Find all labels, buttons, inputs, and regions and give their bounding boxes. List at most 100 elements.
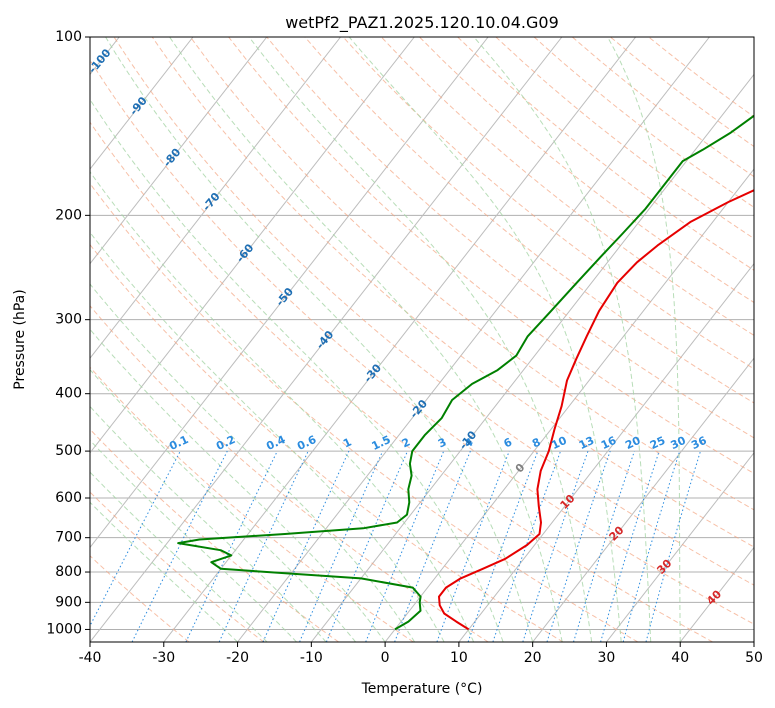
y-tick-label: 500	[55, 443, 82, 459]
dry-adiabat-line	[228, 37, 754, 474]
dry-adiabat-line	[648, 37, 754, 118]
x-axis-label: Temperature (°C)	[361, 681, 483, 697]
mixing-ratio-line	[573, 450, 635, 642]
dry-adiabat-line	[90, 305, 489, 642]
moist-adiabat-line	[248, 37, 593, 642]
y-tick-label: 900	[55, 594, 82, 610]
moist-adiabat-line	[90, 439, 297, 642]
mixing-ratio-line	[436, 450, 510, 642]
dry-adiabat-line	[90, 121, 713, 642]
isotherm-line	[606, 452, 754, 642]
mixing-ratio-line	[325, 450, 408, 642]
isotherm-line	[384, 168, 754, 642]
isotherm-label: -60	[234, 241, 257, 265]
moist-adiabat-line	[90, 98, 504, 642]
x-tick-label: -40	[79, 650, 102, 666]
mixing-ratio-label: 0.2	[214, 433, 237, 453]
y-tick-label: 400	[55, 386, 82, 402]
mixing-ratio-label: 20	[623, 434, 643, 452]
dry-adiabat-line	[90, 182, 639, 642]
x-tick-label: 50	[745, 650, 763, 666]
dry-adiabat-line	[90, 555, 190, 642]
mixing-ratio-line	[645, 450, 701, 642]
mixing-ratio-label: 2	[400, 435, 412, 450]
mixing-ratio-line	[622, 450, 681, 642]
moist-adiabat-line	[90, 283, 416, 642]
isotherm-label: -50	[273, 285, 296, 309]
moist-adiabat-line	[90, 170, 475, 642]
mixing-ratio-line	[492, 450, 562, 642]
dry-adiabat-line	[610, 37, 754, 148]
mixing-ratio-label: 25	[648, 434, 667, 452]
plot-frame	[89, 36, 755, 643]
moist-adiabat-line	[473, 37, 652, 642]
mixing-ratio-line	[218, 450, 309, 642]
isotherm-line	[163, 37, 637, 642]
isotherm-line	[753, 641, 754, 642]
adiabat-label: 10	[558, 492, 578, 512]
x-tick-label: 20	[524, 650, 542, 666]
mixing-ratio-line	[522, 450, 589, 642]
y-tick-label: 800	[55, 564, 82, 580]
y-tick-label: 700	[55, 530, 82, 546]
x-tick-label: 10	[450, 650, 468, 666]
mixing-ratio-line	[467, 450, 539, 642]
temperature-line	[438, 189, 754, 631]
mixing-ratio-label: 30	[669, 434, 689, 452]
mixing-ratio-line	[299, 450, 384, 642]
mixing-ratio-label: 6	[502, 435, 515, 450]
x-tick-label: -30	[152, 650, 175, 666]
dry-adiabat-line	[304, 37, 754, 404]
mixing-ratio-label: 1.5	[370, 433, 393, 453]
x-tick-label: -10	[300, 650, 323, 666]
dry-adiabat-line	[266, 37, 754, 439]
x-tick-label: 30	[598, 650, 616, 666]
moist-adiabat-line	[90, 369, 356, 642]
moist-adiabat-line	[90, 405, 327, 642]
dry-adiabat-line	[342, 37, 754, 370]
isotherm-line	[90, 37, 194, 170]
moist-adiabat-line	[607, 37, 681, 642]
moist-adiabat-line	[105, 37, 534, 642]
isotherm-line	[90, 37, 563, 642]
background-lines	[90, 37, 754, 642]
mixing-ratio-line	[131, 450, 228, 642]
mixing-ratio-line	[262, 450, 350, 642]
isotherm-label: -10	[457, 428, 480, 452]
isotherm-label: -40	[314, 328, 337, 352]
mixing-ratio-label: 1	[341, 435, 353, 450]
moist-adiabat-line	[90, 328, 386, 642]
x-axis: -40 -30 -20 -10 0 10 20 30 40 50	[79, 642, 763, 666]
dry-adiabat-line	[380, 37, 754, 336]
y-tick-label: 100	[55, 29, 82, 45]
dry-adiabat-line	[90, 491, 265, 642]
mixing-ratio-label: 0.6	[295, 433, 318, 453]
isotherm-line	[90, 37, 489, 549]
dry-adiabat-line	[495, 37, 754, 240]
isotherm-line	[90, 37, 268, 265]
isotherm-label: -20	[407, 397, 430, 421]
mixing-ratio-label: 0.4	[264, 433, 287, 453]
dry-adiabat-line	[571, 37, 754, 178]
dry-adiabat-line	[151, 37, 754, 548]
isotherm-line	[310, 73, 754, 642]
mixing-ratio-label: 16	[599, 434, 619, 452]
isotherm-line	[237, 37, 710, 642]
dry-adiabat-line	[113, 37, 754, 586]
isotherm-line	[458, 262, 754, 642]
mixing-ratio-line	[600, 450, 660, 642]
mixing-ratio-label: 0.1	[167, 433, 190, 453]
dry-adiabat-line	[419, 37, 754, 304]
moist-adiabat-line	[348, 37, 622, 642]
dewpoint-line	[177, 114, 754, 631]
adiabat-label: 30	[654, 557, 674, 577]
y-tick-label: 200	[55, 207, 82, 223]
isotherm-label: -80	[161, 146, 184, 170]
mixing-ratio-line	[546, 450, 611, 642]
y-axis-label: Pressure (hPa)	[12, 289, 28, 389]
dry-adiabat-line	[90, 243, 564, 642]
moist-adiabat-line	[90, 501, 238, 642]
mixing-ratio-line	[365, 450, 445, 642]
mixing-ratio-line	[394, 450, 471, 642]
